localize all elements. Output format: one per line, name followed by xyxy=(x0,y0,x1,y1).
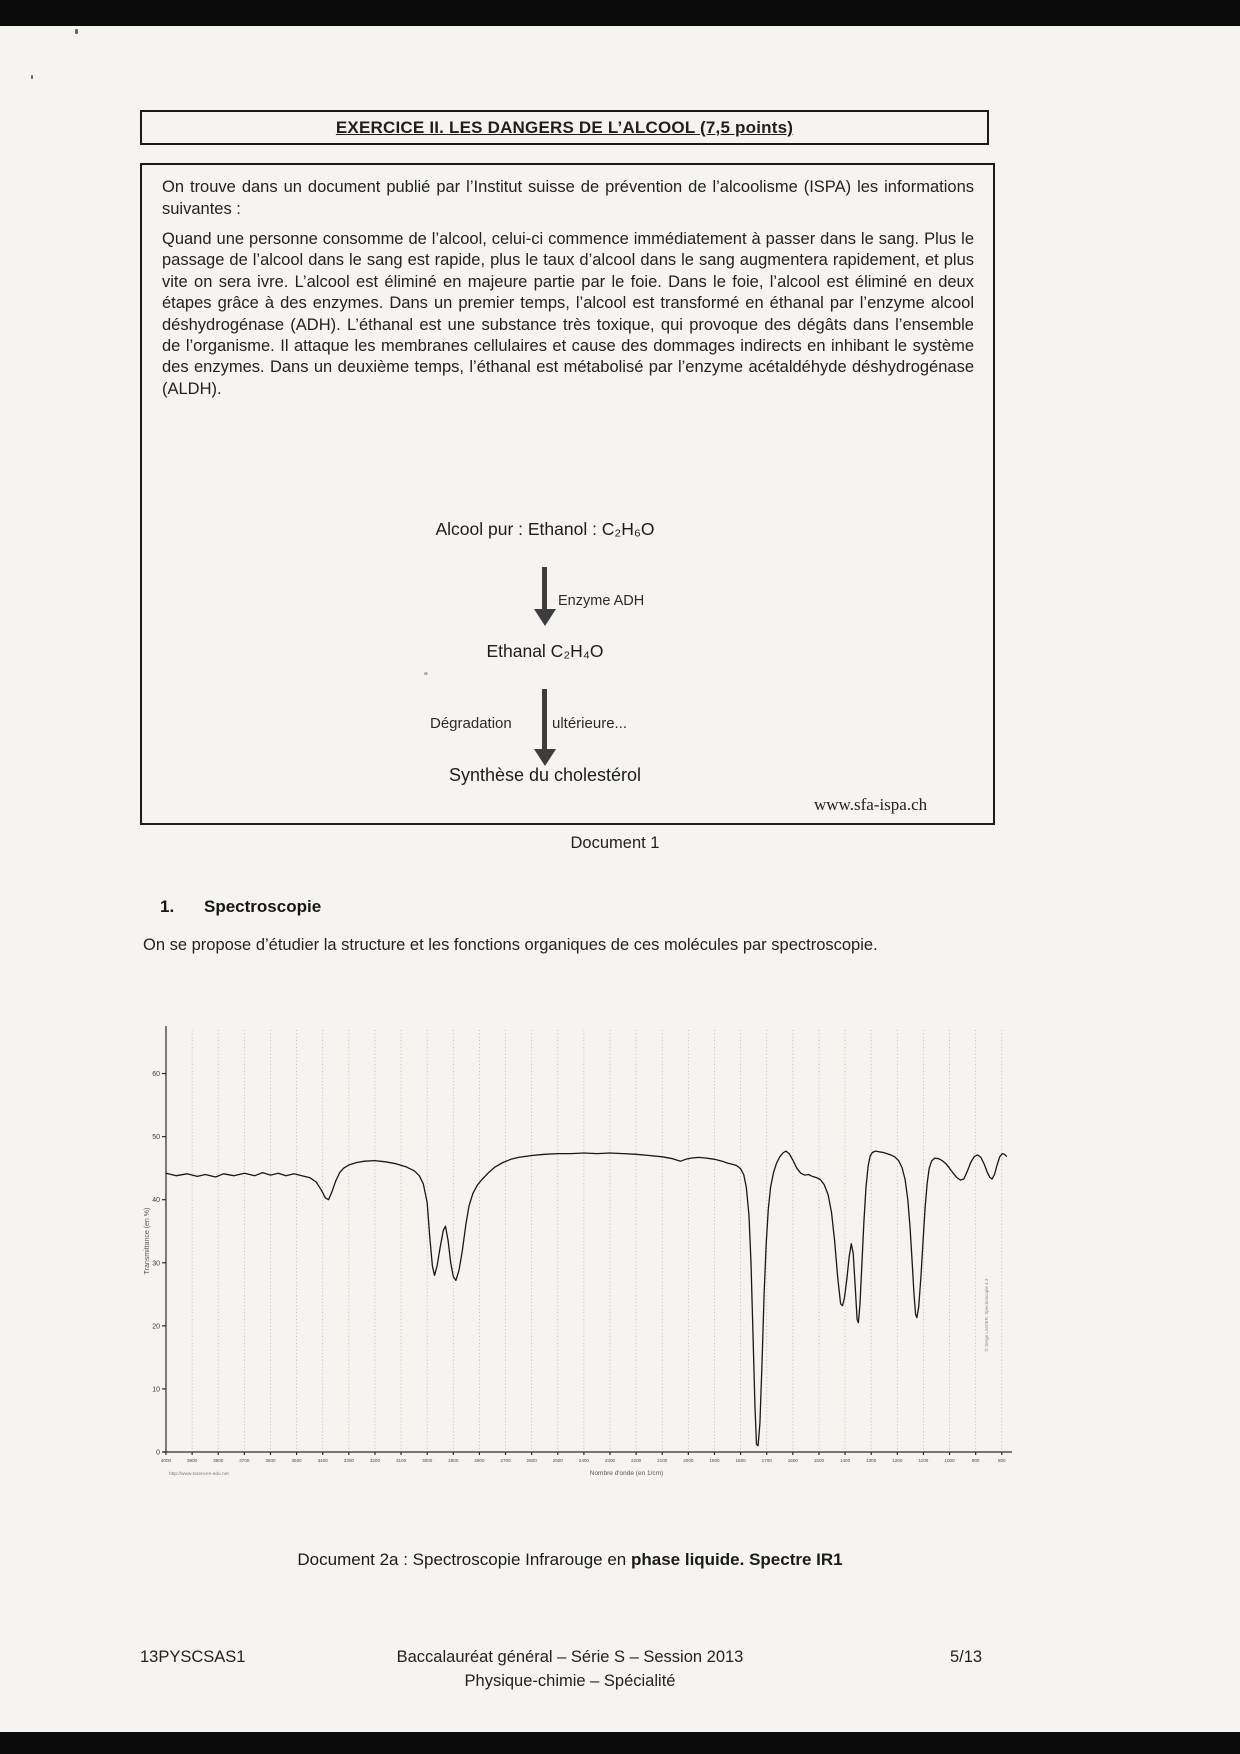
svg-text:3900: 3900 xyxy=(187,1458,198,1463)
svg-text:4000: 4000 xyxy=(161,1458,172,1463)
svg-text:3100: 3100 xyxy=(396,1458,407,1463)
svg-text:2600: 2600 xyxy=(527,1458,538,1463)
svg-text:2300: 2300 xyxy=(605,1458,616,1463)
svg-text:2400: 2400 xyxy=(579,1458,590,1463)
svg-text:2500: 2500 xyxy=(553,1458,564,1463)
svg-text:1300: 1300 xyxy=(866,1458,877,1463)
ir-spectrum-svg: 0 10 20 30 40 50 60 4000 3900 3800 3700 3600 3500 340… xyxy=(144,1026,1012,1477)
down-arrow-head-icon xyxy=(534,749,556,766)
document1-caption: Document 1 xyxy=(570,834,660,852)
svg-text:900: 900 xyxy=(972,1458,980,1463)
scan-speck xyxy=(31,75,33,79)
svg-text:0: 0 xyxy=(156,1450,160,1457)
svg-text:Transmittance (en %): Transmittance (en %) xyxy=(144,1208,151,1275)
chart-caption-normal: Document 2a : Spectroscopie Infrarouge e… xyxy=(297,1550,631,1569)
source-url: www.sfa-ispa.ch xyxy=(814,795,928,814)
scan-artifact-bottom-bar xyxy=(0,1732,1240,1754)
scan-stray-mark: ” xyxy=(424,671,428,683)
svg-text:1200: 1200 xyxy=(892,1458,903,1463)
svg-text:3400: 3400 xyxy=(318,1458,329,1463)
svg-text:1700: 1700 xyxy=(762,1458,773,1463)
svg-text:1800: 1800 xyxy=(735,1458,746,1463)
svg-text:1000: 1000 xyxy=(944,1458,955,1463)
down-arrow-icon xyxy=(542,689,547,751)
diagram-step-cholesterol: Synthèse du cholestérol xyxy=(448,765,642,785)
svg-text:1400: 1400 xyxy=(840,1458,851,1463)
section1-title: Spectroscopie xyxy=(204,897,322,916)
svg-text:3500: 3500 xyxy=(291,1458,302,1463)
exercise-title-box: EXERCICE II. LES DANGERS DE L’ALCOOL (7,… xyxy=(140,110,989,145)
arrow1-label: Enzyme ADH xyxy=(558,593,645,609)
svg-text:20: 20 xyxy=(152,1323,160,1330)
svg-text:800: 800 xyxy=(998,1458,1006,1463)
footer-page-number: 5/13 xyxy=(950,1648,983,1666)
arrow2-label-left: Dégradation xyxy=(430,715,512,732)
footer-session: Baccalauréat général – Série S – Session… xyxy=(396,1648,744,1666)
svg-text:3200: 3200 xyxy=(370,1458,381,1463)
svg-text:30: 30 xyxy=(152,1260,160,1267)
svg-text:3800: 3800 xyxy=(213,1458,224,1463)
svg-text:1900: 1900 xyxy=(709,1458,720,1463)
svg-text:1600: 1600 xyxy=(788,1458,799,1463)
svg-text:2900: 2900 xyxy=(448,1458,459,1463)
svg-text:2700: 2700 xyxy=(500,1458,511,1463)
exercise-title: EXERCICE II. LES DANGERS DE L’ALCOOL (7,… xyxy=(335,117,794,137)
svg-text:2800: 2800 xyxy=(474,1458,485,1463)
chart-caption: Document 2a : Spectroscopie Infrarouge e… xyxy=(170,1550,970,1570)
section1-intro: On se propose d’étudier la structure et … xyxy=(143,936,878,954)
svg-text:10: 10 xyxy=(152,1386,160,1393)
down-arrow-head-icon xyxy=(534,609,556,626)
svg-text:3300: 3300 xyxy=(344,1458,355,1463)
scan-artifact-top-bar xyxy=(0,0,1240,26)
diagram-step-ethanol: Alcool pur : Ethanol : C₂H₆O xyxy=(435,519,655,539)
svg-text:50: 50 xyxy=(152,1134,160,1141)
svg-text:2000: 2000 xyxy=(683,1458,694,1463)
svg-text:2100: 2100 xyxy=(657,1458,668,1463)
svg-text:2200: 2200 xyxy=(631,1458,642,1463)
document1-box: On trouve dans un document publié par l’… xyxy=(140,163,995,825)
footer-subject: Physique-chimie – Spécialité xyxy=(464,1672,676,1690)
svg-text:Nombre d'onde (en 1/cm): Nombre d'onde (en 1/cm) xyxy=(590,1470,664,1477)
svg-text:60: 60 xyxy=(152,1071,160,1078)
footer-code: 13PYSCSAS1 xyxy=(140,1648,246,1666)
ir-spectrum-chart: 0 10 20 30 40 50 60 4000 3900 3800 3700 3600 3500 340… xyxy=(140,1020,1020,1485)
document1-body: Quand une personne consomme de l’alcool,… xyxy=(162,230,974,398)
document1-intro: On trouve dans un document publié par l’… xyxy=(162,178,974,218)
chart-caption-bold: phase liquide. Spectre IR1 xyxy=(630,1550,843,1569)
down-arrow-icon xyxy=(542,567,547,611)
scan-speck xyxy=(75,29,78,34)
section1-number: 1. xyxy=(160,897,175,916)
svg-text:3000: 3000 xyxy=(422,1458,433,1463)
svg-text:© Serge LAGIER, Spectroscopie: © Serge LAGIER, Spectroscopie 4.3 xyxy=(983,1278,989,1351)
svg-text:3700: 3700 xyxy=(239,1458,250,1463)
svg-text:40: 40 xyxy=(152,1197,160,1204)
svg-text:http://www.sciences-edu.net: http://www.sciences-edu.net xyxy=(169,1471,229,1477)
svg-text:1500: 1500 xyxy=(814,1458,825,1463)
svg-text:1100: 1100 xyxy=(918,1458,928,1463)
diagram-step-ethanal: Ethanal C₂H₄O xyxy=(486,641,604,661)
svg-text:3600: 3600 xyxy=(265,1458,276,1463)
section1-heading: 1. Spectroscopie xyxy=(160,897,321,917)
arrow2-label-right: ultérieure... xyxy=(552,715,628,732)
